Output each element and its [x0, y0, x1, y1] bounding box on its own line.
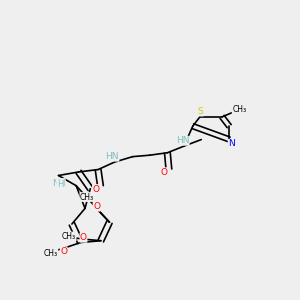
- Text: CH₃: CH₃: [44, 249, 58, 258]
- Text: S: S: [198, 107, 203, 116]
- Text: O: O: [93, 202, 100, 211]
- Text: N: N: [228, 140, 235, 148]
- Text: H: H: [57, 180, 63, 189]
- Text: HN: HN: [176, 136, 189, 145]
- Text: CH₃: CH₃: [80, 193, 94, 202]
- Text: NH: NH: [52, 178, 65, 188]
- Text: O: O: [80, 233, 87, 242]
- Text: CH₃: CH₃: [62, 232, 76, 241]
- Text: O: O: [92, 184, 100, 194]
- Text: O: O: [60, 247, 67, 256]
- Text: O: O: [161, 168, 168, 177]
- Text: CH₃: CH₃: [232, 105, 246, 114]
- Text: HN: HN: [105, 152, 119, 161]
